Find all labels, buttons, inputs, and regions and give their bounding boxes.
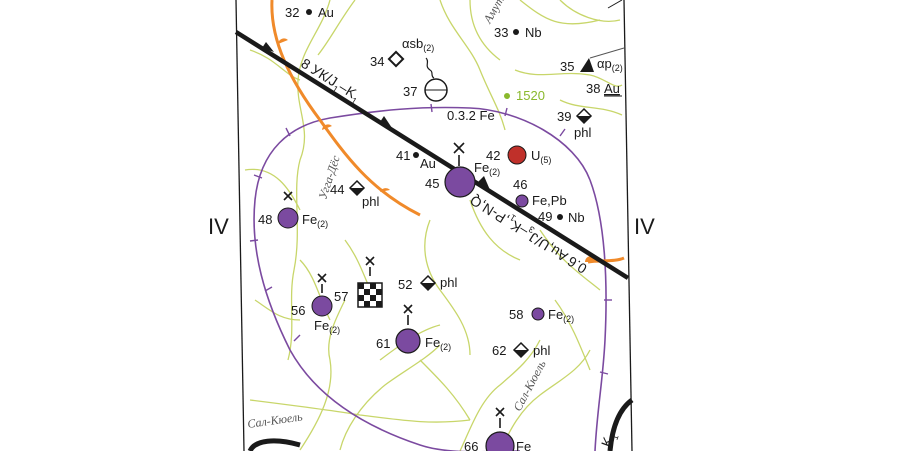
- elevation-point: [504, 93, 510, 99]
- occurrence-57-symbol: [357, 282, 383, 308]
- orange-fault-east: [587, 256, 625, 264]
- mine-icon-45: [453, 142, 465, 166]
- occurrence-56-symbol: [311, 295, 333, 317]
- occurrence-39-id: 39: [557, 109, 571, 124]
- occurrence-66-symbol: [485, 431, 515, 451]
- occurrence-56-mineral: Fe(2): [314, 318, 340, 335]
- occurrence-39-symbol: [575, 107, 593, 125]
- occurrence-33-dot: [513, 29, 519, 35]
- occurrence-32-mineral: Au: [318, 5, 334, 20]
- southeast-fault-label: K1: [598, 430, 621, 450]
- river-network: [244, 0, 623, 451]
- occurrence-41-dot: [413, 152, 419, 158]
- occurrence-58-id: 58: [509, 307, 523, 322]
- mine-icon-48: [283, 191, 293, 201]
- occurrence-32-dot: [306, 9, 312, 15]
- ore-zone-outline: [253, 106, 591, 451]
- roman-numeral-left: IV: [208, 214, 229, 239]
- occurrence-35-mineral: αp(2): [597, 56, 623, 73]
- mine-icon-61: [403, 304, 413, 325]
- occurrence-34-mineral: αsb(2): [402, 36, 434, 53]
- north-line: [607, 0, 623, 9]
- occurrence-34-id: 34: [370, 54, 384, 69]
- occurrence-58-mineral: Fe(2): [548, 307, 574, 324]
- occurrence-39-mineral: phl: [574, 125, 591, 140]
- occurrence-49-dot: [557, 214, 563, 220]
- occurrence-33-mineral: Nb: [525, 25, 542, 40]
- occurrence-45-symbol: [444, 166, 476, 198]
- occurrence-35-id: 35: [560, 59, 574, 74]
- occurrence-45-id: 45: [425, 176, 439, 191]
- occurrence-41-id: 41: [396, 148, 410, 163]
- elevation-value: 1520: [516, 88, 545, 103]
- ore-zone-ticks: [249, 103, 612, 375]
- occurrence-44-id: 44: [330, 182, 344, 197]
- occurrence-61-id: 61: [376, 336, 390, 351]
- occurrence-52-mineral: phl: [440, 275, 457, 290]
- orange-fault: [270, 0, 421, 217]
- occurrence-38-id: 38: [586, 81, 600, 96]
- occurrence-61-symbol: [395, 328, 421, 354]
- occurrence-48-id: 48: [258, 212, 272, 227]
- occurrence-42-symbol: [507, 145, 527, 165]
- river-name-amut: Амут: [480, 0, 507, 26]
- occurrence-66-id: 66: [464, 439, 478, 451]
- occurrence-48-symbol: [277, 207, 299, 229]
- occurrence-44-symbol: [348, 179, 366, 197]
- mine-icon-56: [317, 273, 327, 293]
- occurrence-58-symbol: [531, 307, 545, 321]
- southwest-fault-arc: [247, 438, 301, 451]
- occurrence-49-id: 49: [538, 209, 552, 224]
- occurrence-45-mineral: Fe(2): [474, 160, 500, 177]
- spring-icon: [425, 57, 435, 79]
- svg-text:Сал-Кюель: Сал-Кюель: [246, 409, 303, 431]
- occurrence-38-mineral: Au: [604, 81, 620, 96]
- occurrence-62-symbol: [512, 341, 530, 359]
- map-border-left: [235, 0, 245, 451]
- occurrence-66-mineral: Fe: [516, 439, 531, 451]
- occurrence-52-symbol: [419, 274, 437, 292]
- occurrence-37-id: 37: [403, 84, 417, 99]
- ore-zone-outline-east: [589, 179, 607, 451]
- dip-line: [589, 47, 625, 59]
- roman-numeral-right: IV: [634, 214, 655, 239]
- fe-zone-label: 0.3.2 Fe: [447, 108, 495, 123]
- occurrence-33-id: 33: [494, 25, 508, 40]
- southeast-fault-arc: [607, 397, 634, 451]
- occurrence-62-mineral: phl: [533, 343, 550, 358]
- occurrence-62-id: 62: [492, 343, 506, 358]
- occurrence-34-symbol: [387, 50, 405, 68]
- occurrence-56-id: 56: [291, 303, 305, 318]
- thrust-teeth: [262, 42, 490, 190]
- main-thrust-fault: [234, 30, 630, 280]
- occurrence-61-mineral: Fe(2): [425, 335, 451, 352]
- river-name-sal-kyuel-left: Сал-Кюель: [246, 409, 303, 431]
- map-border-right: [623, 0, 633, 451]
- occurrence-32-id: 32: [285, 5, 299, 20]
- occurrence-46-symbol: [515, 194, 529, 208]
- occurrence-52-id: 52: [398, 277, 412, 292]
- mine-icon-57: [365, 256, 375, 276]
- svg-text:Амут: Амут: [480, 0, 507, 26]
- occurrence-42-id: 42: [486, 148, 500, 163]
- occurrence-48-mineral: Fe(2): [302, 212, 328, 229]
- occurrence-46-id: 46: [513, 177, 527, 192]
- occurrence-49-mineral: Nb: [568, 210, 585, 225]
- occurrence-41-mineral: Au: [420, 156, 436, 171]
- occurrence-46-mineral: Fe,Pb: [532, 193, 567, 208]
- occurrence-57-id: 57: [334, 289, 348, 304]
- mine-icon-66: [495, 407, 505, 428]
- svg-text:K1: K1: [598, 430, 621, 450]
- occurrence-44-mineral: phl: [362, 194, 379, 209]
- occurrence-35-symbol: [580, 58, 594, 72]
- occurrence-42-mineral: U(5): [531, 148, 551, 165]
